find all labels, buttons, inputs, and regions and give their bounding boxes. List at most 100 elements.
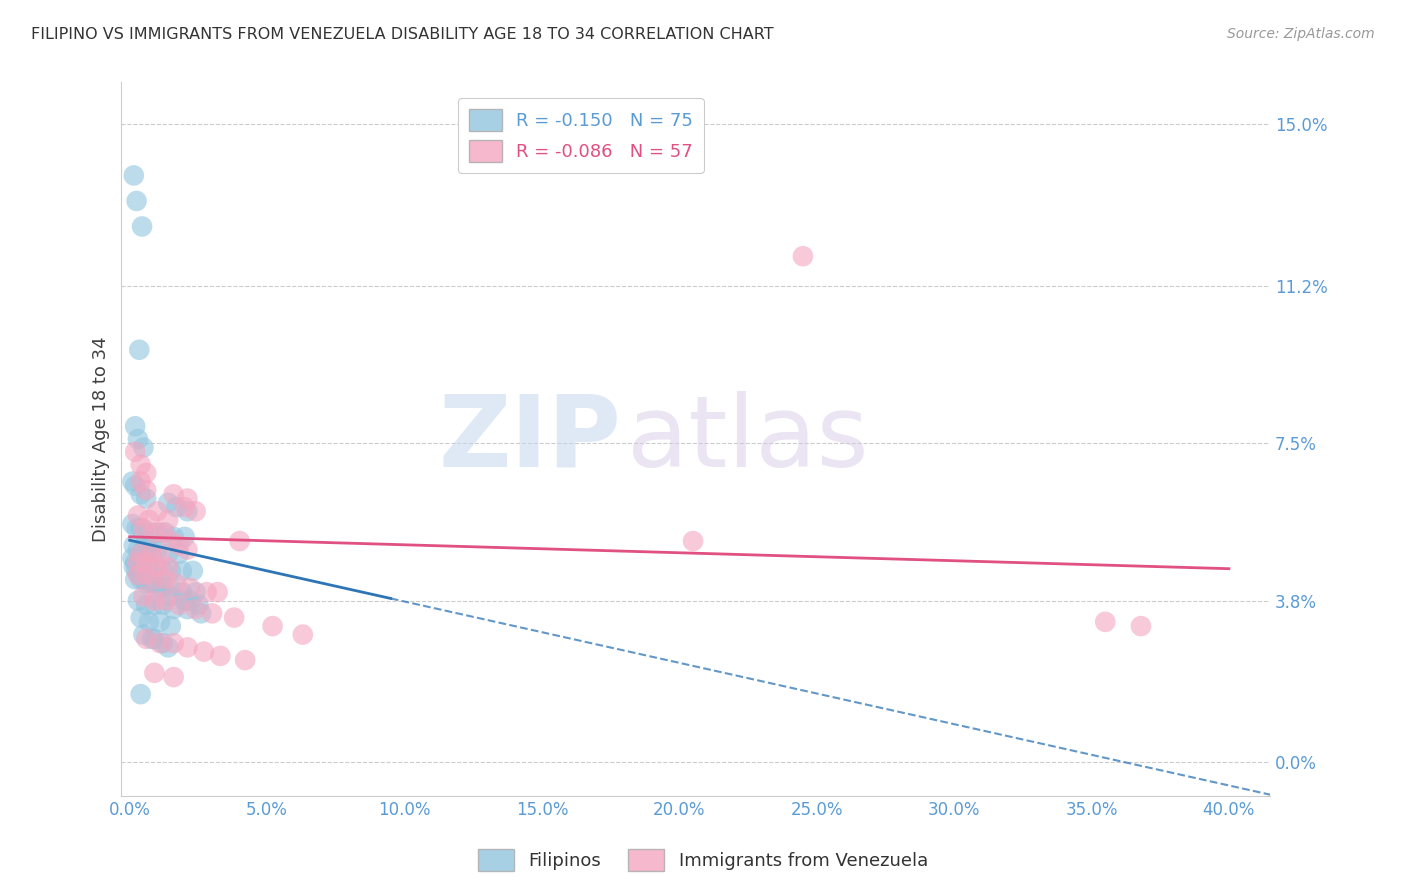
Point [157,559,180,574]
Point [143,632,166,646]
Point [132,542,155,557]
Point [125,194,148,208]
Point [160,534,183,549]
Point [181,564,204,578]
Point [179,581,201,595]
Point [184,585,207,599]
Point [135,576,157,591]
Point [167,538,190,552]
Point [179,593,201,607]
Point [193,645,215,659]
Point [122,169,145,183]
Point [170,585,193,599]
Point [291,627,314,641]
Point [132,559,155,574]
Point [262,619,284,633]
Point [163,530,186,544]
Point [152,564,174,578]
Point [135,466,157,480]
Point [129,572,152,586]
Point [129,475,152,489]
Point [176,491,198,506]
Point [139,576,162,591]
Point [682,534,704,549]
Point [143,593,166,607]
Point [122,559,145,574]
Legend: R = -0.150   N = 75, R = -0.086   N = 57: R = -0.150 N = 75, R = -0.086 N = 57 [458,98,703,173]
Point [165,500,187,514]
Point [124,572,146,586]
Text: atlas: atlas [627,391,869,488]
Point [149,636,172,650]
Point [145,581,167,595]
Point [165,576,187,591]
Point [127,432,149,446]
Point [792,249,814,263]
Point [184,504,207,518]
Point [121,551,143,566]
Point [152,636,174,650]
Point [127,555,149,569]
Point [143,559,166,574]
Point [127,593,149,607]
Point [132,521,155,535]
Point [132,590,155,604]
Point [138,513,160,527]
Text: Source: ZipAtlas.com: Source: ZipAtlas.com [1227,27,1375,41]
Point [129,458,152,472]
Point [163,636,186,650]
Point [141,632,163,646]
Point [146,559,169,574]
Point [135,534,157,549]
Point [124,555,146,569]
Text: ZIP: ZIP [439,391,621,488]
Point [135,632,157,646]
Point [125,521,148,535]
Point [176,504,198,518]
Point [129,547,152,561]
Point [184,602,207,616]
Point [135,598,157,612]
Point [170,564,193,578]
Point [176,640,198,655]
Point [157,496,180,510]
Point [132,441,155,455]
Point [224,610,246,624]
Point [163,670,186,684]
Point [127,542,149,557]
Point [1094,615,1116,629]
Legend: Filipinos, Immigrants from Venezuela: Filipinos, Immigrants from Venezuela [471,842,935,879]
Point [129,687,152,701]
Point [146,504,169,518]
Text: FILIPINO VS IMMIGRANTS FROM VENEZUELA DISABILITY AGE 18 TO 34 CORRELATION CHART: FILIPINO VS IMMIGRANTS FROM VENEZUELA DI… [31,27,773,42]
Point [160,590,183,604]
Point [122,538,145,552]
Point [141,538,163,552]
Point [129,521,152,535]
Point [152,598,174,612]
Point [132,627,155,641]
Point [143,576,166,591]
Point [129,610,152,624]
Point [233,653,256,667]
Point [155,572,177,586]
Point [127,508,149,523]
Point [135,555,157,569]
Point [173,500,195,514]
Point [143,525,166,540]
Point [138,615,160,629]
Point [167,547,190,561]
Point [190,607,212,621]
Point [141,547,163,561]
Point [135,483,157,497]
Point [173,530,195,544]
Point [163,487,186,501]
Point [128,568,150,582]
Point [124,419,146,434]
Point [201,607,224,621]
Point [138,559,160,574]
Point [155,593,177,607]
Point [125,564,148,578]
Point [209,648,232,663]
Point [146,542,169,557]
